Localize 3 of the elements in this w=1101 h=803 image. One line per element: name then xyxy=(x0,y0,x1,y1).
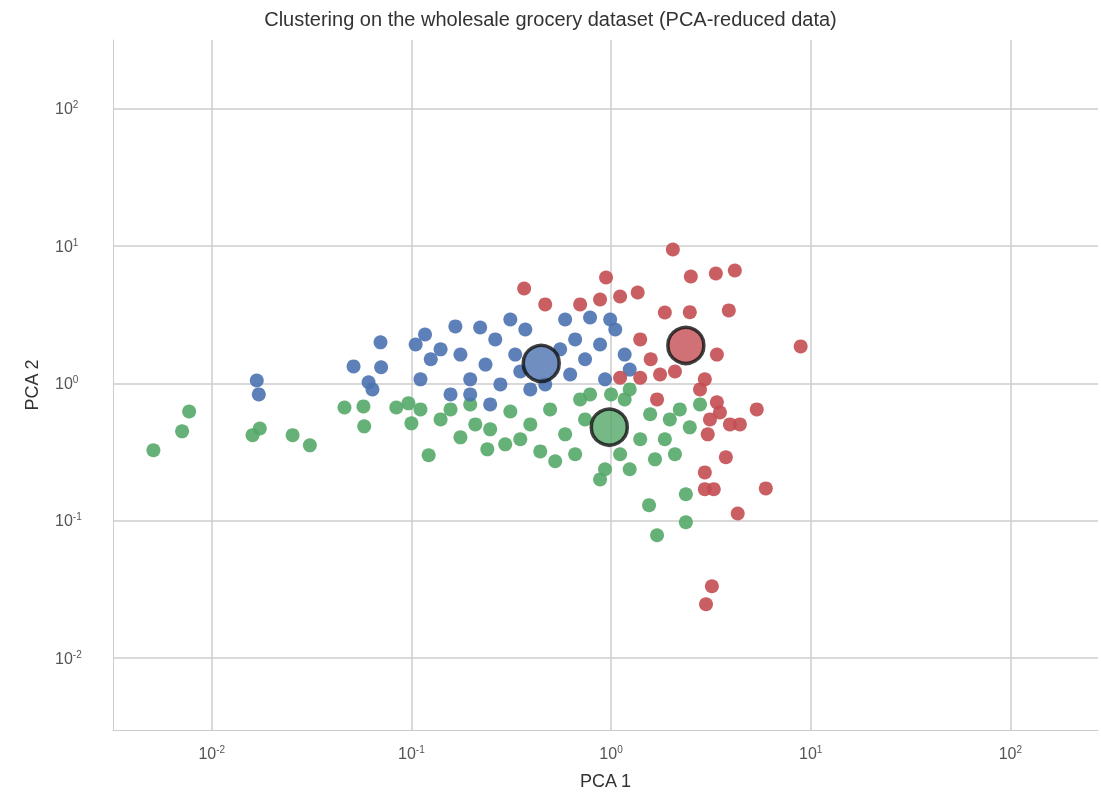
y-axis-title: PCA 2 xyxy=(22,359,42,411)
chart-title: Clustering on the wholesale grocery dataset (PCA-reduced data) xyxy=(264,8,837,30)
x-axis-title: PCA 1 xyxy=(579,771,632,791)
